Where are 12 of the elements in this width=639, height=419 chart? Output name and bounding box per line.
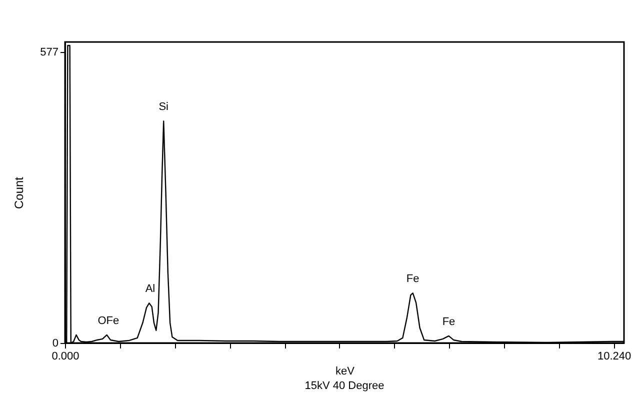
x-tick-label: 10.240 bbox=[597, 350, 632, 362]
text: 15kV 40 Degree bbox=[304, 380, 384, 392]
annotation: Fe bbox=[406, 273, 420, 286]
y-tick-label: 0 bbox=[52, 338, 58, 350]
x-axis-title: keV bbox=[336, 366, 356, 378]
y-axis-title: Count bbox=[12, 176, 26, 210]
y-tick-label: 577 bbox=[40, 46, 58, 59]
x-tick-label: 0.000 bbox=[52, 350, 80, 362]
annotation: OFe bbox=[98, 314, 120, 327]
annotation: Fe bbox=[442, 316, 456, 328]
annotation: Al bbox=[145, 283, 156, 296]
annotation: Si bbox=[158, 101, 169, 114]
